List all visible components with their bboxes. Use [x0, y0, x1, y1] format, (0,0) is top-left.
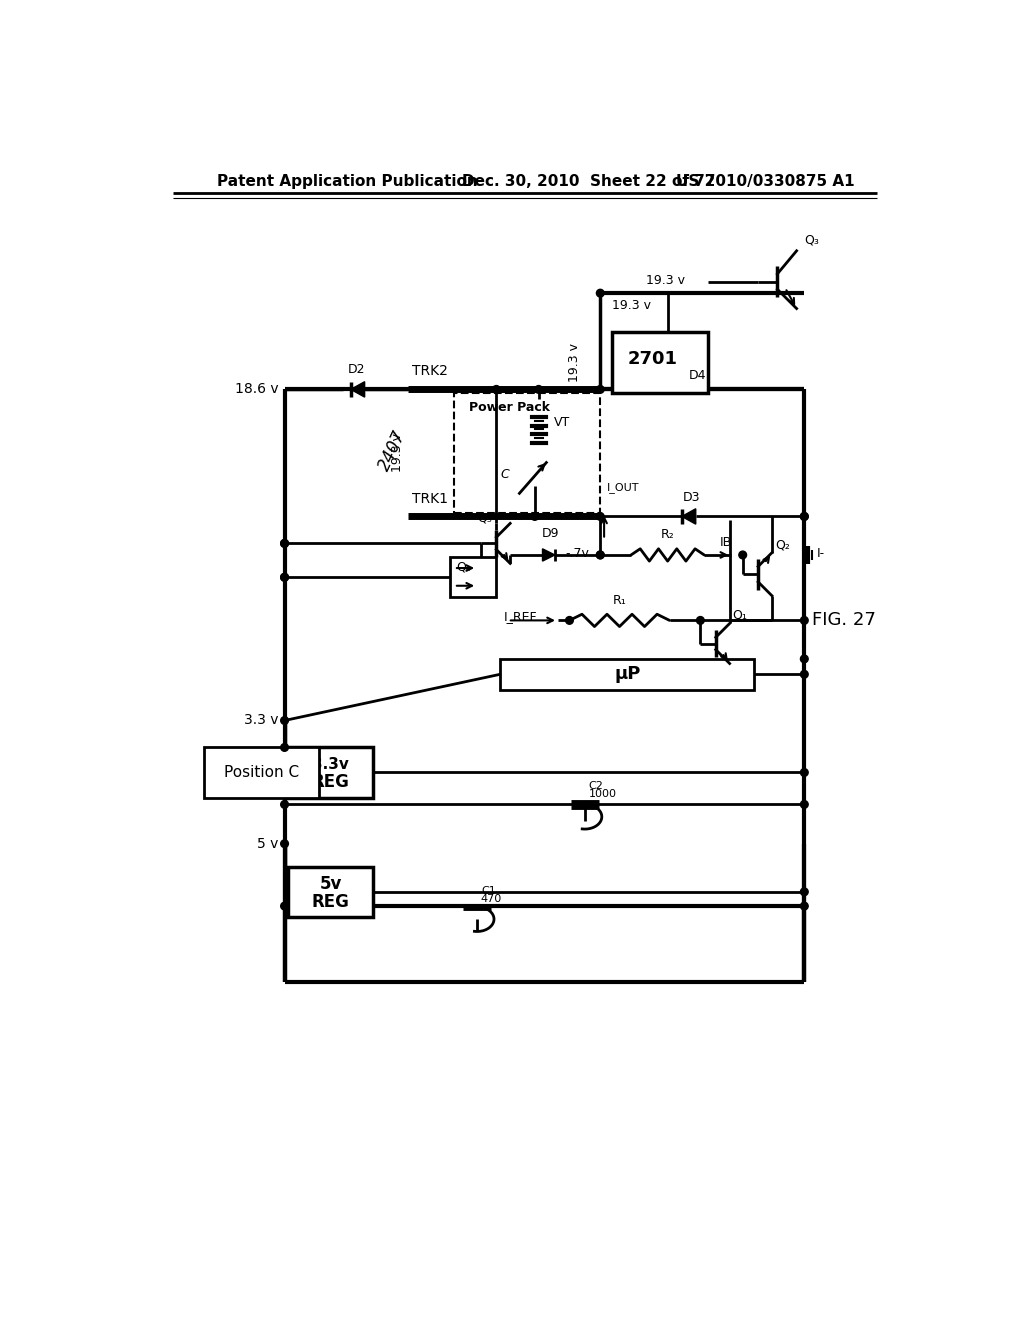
Text: 5 v: 5 v [257, 837, 279, 850]
Text: Position C: Position C [224, 766, 299, 780]
Text: Q₄: Q₄ [457, 560, 471, 573]
Circle shape [281, 573, 289, 581]
Text: 1000: 1000 [589, 789, 616, 799]
Circle shape [281, 573, 289, 581]
Text: C1: C1 [481, 886, 496, 896]
Circle shape [281, 903, 289, 909]
Text: US 2010/0330875 A1: US 2010/0330875 A1 [676, 174, 854, 189]
Text: FIG. 27: FIG. 27 [812, 611, 876, 630]
Text: VT: VT [554, 416, 570, 429]
Text: 19.3 v: 19.3 v [646, 275, 685, 286]
Circle shape [281, 717, 289, 725]
Text: R₂: R₂ [660, 528, 675, 541]
Circle shape [739, 552, 746, 558]
Circle shape [801, 655, 808, 663]
Polygon shape [351, 381, 365, 397]
Bar [289, 867, 373, 917]
Text: Q₃: Q₃ [804, 234, 819, 247]
Text: 3.3v: 3.3v [312, 758, 349, 772]
Circle shape [531, 512, 539, 520]
Text: 19.3 v: 19.3 v [391, 433, 403, 473]
Text: 18.6 v: 18.6 v [234, 383, 279, 396]
Circle shape [596, 552, 604, 558]
Text: 3.3 v: 3.3 v [244, 714, 279, 727]
Text: Patent Application Publication: Patent Application Publication [217, 174, 477, 189]
Circle shape [801, 903, 808, 909]
Circle shape [281, 540, 289, 548]
Text: 5v: 5v [319, 875, 342, 894]
Text: R₁: R₁ [612, 594, 627, 607]
Circle shape [596, 289, 604, 297]
Polygon shape [543, 549, 555, 561]
Text: 470: 470 [481, 894, 502, 904]
Circle shape [801, 616, 808, 624]
Text: TRK1: TRK1 [412, 492, 447, 507]
Circle shape [493, 385, 500, 393]
Text: -.7v: -.7v [565, 546, 590, 560]
Text: µP: µP [614, 665, 640, 684]
Text: D3: D3 [682, 491, 699, 504]
Text: TRK2: TRK2 [412, 364, 447, 378]
Bar [454, 393, 600, 512]
Circle shape [696, 616, 705, 624]
Bar [611, 331, 708, 393]
Text: Q₂: Q₂ [775, 539, 790, 552]
Circle shape [801, 768, 808, 776]
Text: REG: REG [312, 774, 350, 792]
Bar [500, 659, 755, 689]
Text: 2701: 2701 [628, 350, 677, 367]
Text: Power Pack: Power Pack [469, 401, 550, 414]
Text: I-: I- [816, 546, 824, 560]
Text: D4: D4 [689, 370, 707, 383]
Text: Q₅: Q₅ [477, 511, 493, 524]
Circle shape [281, 800, 289, 808]
Text: 2407: 2407 [375, 428, 410, 474]
Text: C2: C2 [589, 781, 603, 792]
Circle shape [565, 616, 573, 624]
Text: 19.3 v: 19.3 v [568, 343, 581, 381]
Text: D9: D9 [542, 527, 559, 540]
Text: IB: IB [719, 536, 731, 549]
Circle shape [535, 385, 543, 393]
Polygon shape [682, 508, 695, 524]
Text: Dec. 30, 2010  Sheet 22 of 77: Dec. 30, 2010 Sheet 22 of 77 [462, 174, 715, 189]
Circle shape [801, 800, 808, 808]
Text: REG: REG [312, 892, 350, 911]
Circle shape [596, 552, 604, 558]
Circle shape [801, 671, 808, 678]
Text: D2: D2 [348, 363, 366, 376]
Text: 19.3 v: 19.3 v [611, 300, 651, 313]
Circle shape [281, 840, 289, 847]
Text: C: C [501, 467, 509, 480]
Circle shape [596, 512, 604, 520]
Text: I_REF: I_REF [504, 610, 538, 623]
Circle shape [281, 540, 289, 548]
Bar [289, 747, 373, 797]
Circle shape [281, 743, 289, 751]
Text: I_OUT: I_OUT [606, 482, 639, 494]
Bar [204, 747, 319, 797]
Circle shape [801, 888, 808, 896]
Bar [451, 557, 497, 598]
Circle shape [596, 385, 604, 393]
Circle shape [801, 512, 808, 520]
Circle shape [801, 512, 808, 520]
Text: Q₁: Q₁ [733, 609, 748, 622]
